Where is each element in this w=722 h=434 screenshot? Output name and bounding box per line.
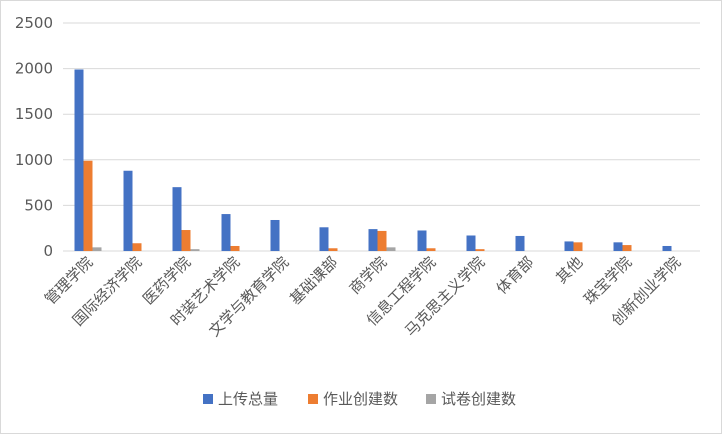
bar — [132, 243, 142, 251]
bars — [74, 69, 672, 252]
bar — [181, 230, 191, 251]
bar — [74, 69, 84, 252]
x-category-label: 商学院 — [346, 253, 391, 298]
y-tick-label: 2000 — [15, 60, 53, 78]
bar — [319, 227, 329, 251]
legend-label: 作业创建数 — [323, 390, 398, 408]
bar — [377, 230, 387, 251]
legend-swatch — [203, 394, 213, 404]
bar — [466, 235, 476, 251]
bar — [417, 230, 427, 251]
bar — [328, 248, 338, 251]
bar — [83, 160, 93, 251]
bar — [172, 187, 182, 251]
y-tick-label: 0 — [43, 242, 53, 260]
bar — [662, 245, 672, 251]
y-axis-ticks: 0 500 1000 1500 2000 2500 — [15, 14, 53, 260]
bar — [426, 248, 436, 251]
legend-swatch — [426, 394, 436, 404]
bar — [573, 242, 583, 251]
legend-label: 上传总量 — [218, 390, 278, 408]
y-tick-label: 1000 — [15, 151, 53, 169]
gridlines — [63, 22, 700, 252]
bar — [622, 245, 632, 251]
y-tick-label: 500 — [24, 196, 53, 214]
bar — [515, 235, 525, 251]
bar — [221, 214, 231, 251]
legend-swatch — [308, 394, 318, 404]
bar — [475, 249, 485, 251]
bar — [386, 247, 396, 251]
bar — [613, 242, 623, 251]
x-category-label: 其他 — [552, 253, 586, 287]
bar — [190, 249, 200, 251]
bar — [92, 247, 102, 251]
bar — [564, 241, 574, 251]
y-tick-label: 2500 — [15, 14, 53, 32]
legend: 上传总量 作业创建数 试卷创建数 — [203, 390, 516, 408]
x-category-label: 体育部 — [493, 253, 538, 298]
y-tick-label: 1500 — [15, 105, 53, 123]
bar — [123, 170, 133, 251]
bar — [230, 245, 240, 251]
bar — [270, 219, 280, 251]
legend-label: 试卷创建数 — [441, 390, 516, 408]
bar — [368, 229, 378, 251]
x-category-label: 基础课部 — [286, 253, 341, 308]
